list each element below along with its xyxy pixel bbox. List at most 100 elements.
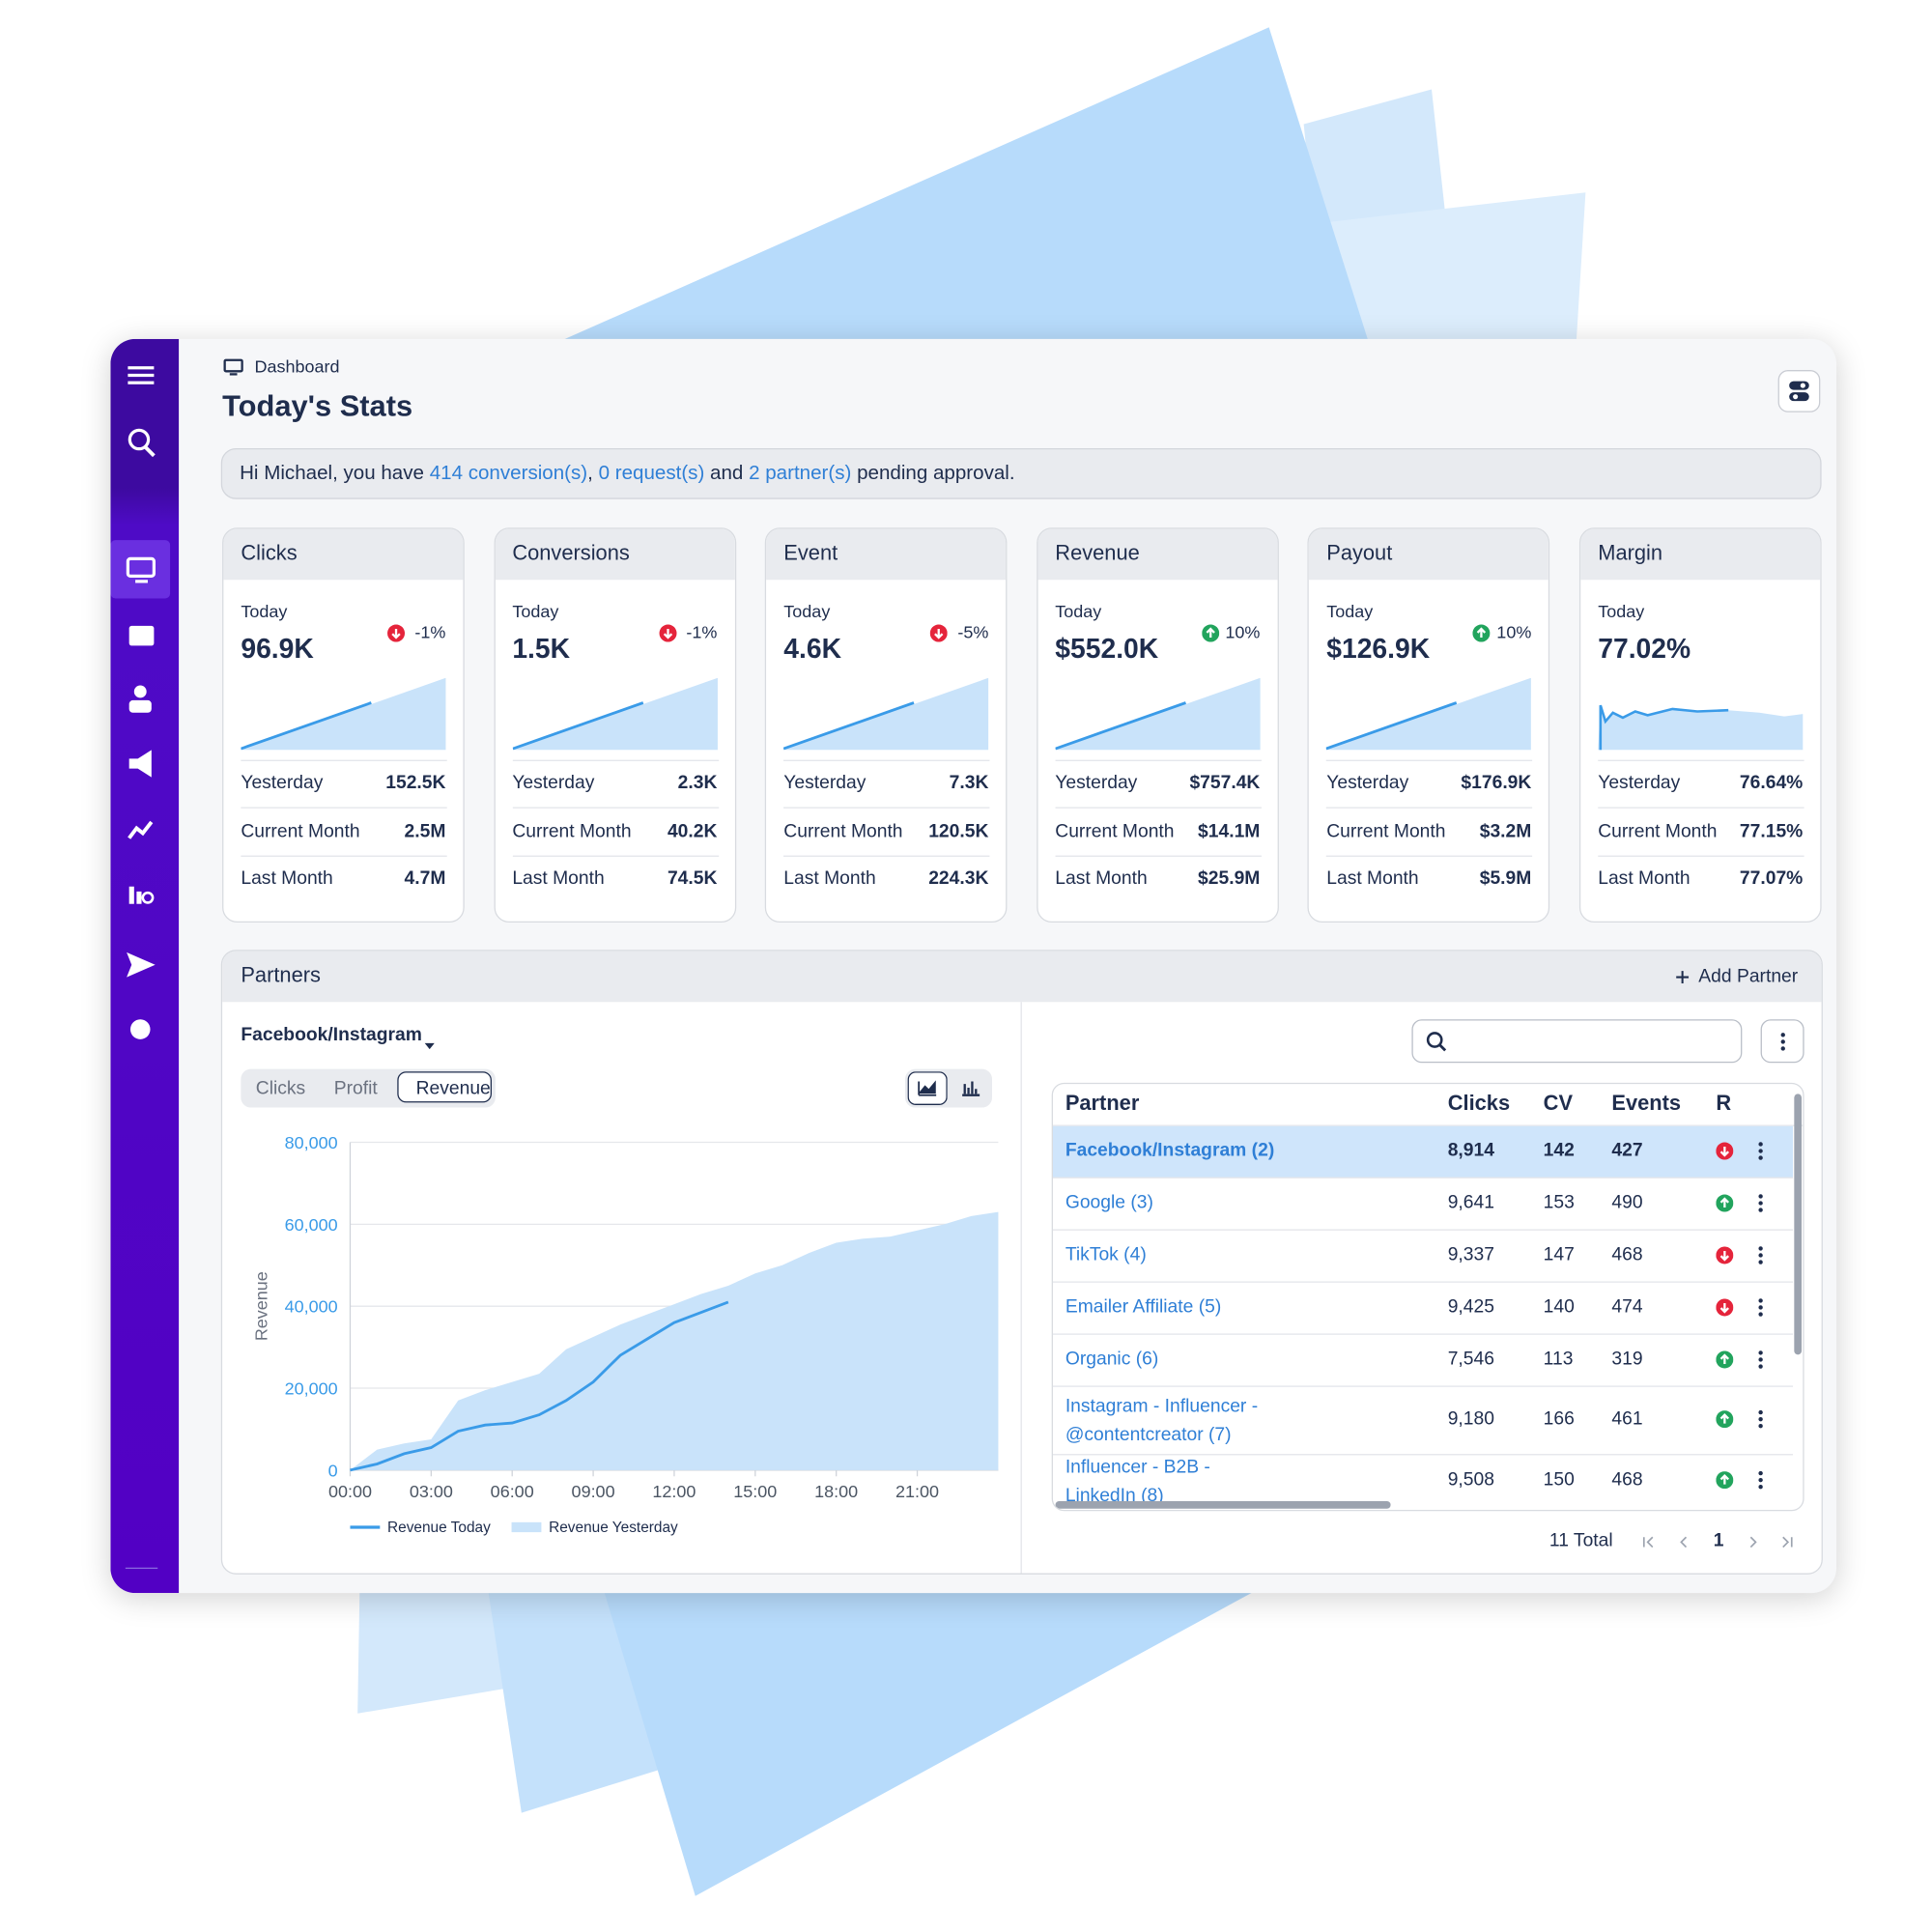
cell: 142 (1543, 1139, 1575, 1161)
panel-divider (1020, 1002, 1022, 1574)
partner-name[interactable]: Organic (6) (1065, 1348, 1159, 1370)
row-value: $757.4K (1189, 772, 1261, 793)
breadcrumb: Dashboard (254, 356, 340, 377)
row-value: $3.2M (1479, 820, 1532, 842)
y-tick-label: 20,000 (285, 1378, 338, 1398)
partner-dropdown[interactable]: Facebook/Instagram (241, 1024, 422, 1045)
notice-link[interactable]: 414 conversion(s) (429, 463, 588, 485)
divider (1598, 759, 1804, 761)
cell: 427 (1611, 1139, 1643, 1161)
row-menu[interactable] (1757, 1141, 1765, 1161)
partner-name[interactable]: Instagram - Influencer - @contentcreator… (1065, 1395, 1259, 1446)
column-header[interactable]: CV (1543, 1092, 1574, 1116)
trend-icon (1472, 624, 1491, 642)
cell: 9,337 (1447, 1243, 1494, 1265)
row-value: $176.9K (1461, 772, 1532, 793)
table-menu-button[interactable] (1760, 1019, 1804, 1064)
change-value: -5% (957, 622, 989, 642)
divider (783, 855, 990, 857)
divider (512, 759, 719, 761)
divider (512, 807, 719, 809)
partner-name[interactable]: Emailer Affiliate (5) (1065, 1295, 1222, 1318)
stat-card: Event Today 4.6K -5% Yesterday 7.3K Current Mo… (765, 527, 1008, 923)
partner-name[interactable]: Facebook/Instagram (2) (1065, 1139, 1275, 1161)
notice-link[interactable]: 2 partner(s) (749, 463, 852, 485)
notice-segment: pending approval. (851, 463, 1015, 485)
search-box[interactable] (1411, 1019, 1743, 1064)
partner-name[interactable]: Influencer - B2B - LinkedIn (8) (1065, 1456, 1210, 1507)
row-value: 77.15% (1739, 820, 1804, 842)
sparkline (1054, 677, 1261, 751)
row-label: Yesterday (512, 772, 595, 793)
card-title: Margin (1598, 541, 1663, 566)
row-menu[interactable] (1779, 1032, 1787, 1052)
legend-label: Revenue Today (387, 1520, 491, 1536)
x-tick-label: 06:00 (491, 1482, 534, 1501)
page-nav[interactable] (1678, 1533, 1690, 1548)
row-label: Last Month (1326, 867, 1419, 889)
page-nav[interactable] (1642, 1533, 1656, 1548)
column-header[interactable]: Partner (1065, 1092, 1140, 1116)
page-nav[interactable] (1747, 1533, 1759, 1548)
bar-chart-button[interactable] (952, 1071, 990, 1105)
change-value: -1% (414, 622, 446, 642)
x-tick-label: 09:00 (572, 1482, 615, 1501)
today-value: 4.6K (783, 633, 842, 666)
row-menu[interactable] (1757, 1470, 1765, 1491)
row-menu[interactable] (1757, 1350, 1765, 1370)
row-menu[interactable] (1757, 1193, 1765, 1213)
dropdown-caret[interactable] (424, 1033, 435, 1050)
row-value: 224.3K (928, 867, 989, 889)
row-label: Last Month (1598, 867, 1690, 889)
card-header (1580, 528, 1821, 581)
legend-label: Revenue Yesterday (549, 1520, 678, 1536)
notice-link[interactable]: 0 request(s) (598, 463, 705, 485)
row-menu[interactable] (1757, 1409, 1765, 1430)
partners-table: Partner Clicks CV Events R Facebook/Instagram… (1051, 1082, 1804, 1512)
row-divider (1052, 1454, 1794, 1456)
horizontal-scrollbar (1055, 1500, 1391, 1509)
row-label: Current Month (512, 820, 632, 842)
card-title: Clicks (241, 541, 298, 566)
change-value: 10% (1496, 622, 1532, 642)
settings-toggle[interactable] (1777, 370, 1821, 412)
card-header (1309, 528, 1549, 581)
card-header (495, 528, 735, 581)
column-header[interactable]: R (1716, 1092, 1732, 1116)
row-label: Current Month (1055, 820, 1175, 842)
add-icon[interactable] (1675, 969, 1690, 983)
sparkline (511, 677, 718, 751)
divider (512, 855, 719, 857)
partner-name[interactable]: Google (3) (1065, 1191, 1153, 1213)
page-nav[interactable] (1780, 1533, 1793, 1548)
notice-banner: Hi Michael, you have 414 conversion(s), … (220, 448, 1822, 499)
row-value: 152.5K (385, 772, 446, 793)
row-menu[interactable] (1757, 1245, 1765, 1265)
panel-title: Partners (241, 964, 321, 988)
area-chart-button[interactable] (907, 1071, 948, 1105)
bg-shape (1316, 192, 1586, 373)
row-label: Yesterday (1055, 772, 1138, 793)
divider (1055, 759, 1262, 761)
current-page[interactable]: 1 (1713, 1529, 1724, 1550)
sparkline (1598, 678, 1804, 751)
divider (241, 759, 447, 761)
metric-tab[interactable]: Profit (333, 1077, 378, 1099)
row-menu[interactable] (1757, 1297, 1765, 1318)
metric-tab[interactable]: Clicks (255, 1077, 306, 1099)
metric-tab[interactable]: Revenue (415, 1077, 491, 1099)
sparkline (240, 677, 446, 751)
divider (1326, 855, 1533, 857)
add-partner[interactable]: Add Partner (1698, 965, 1799, 987)
column-header[interactable]: Clicks (1447, 1092, 1511, 1116)
row-divider (1052, 1229, 1794, 1231)
today-value: 1.5K (512, 633, 571, 666)
partner-name[interactable]: TikTok (4) (1065, 1243, 1147, 1265)
divider (1598, 855, 1804, 857)
cell: 9,641 (1447, 1191, 1494, 1213)
today-label: Today (783, 601, 831, 622)
today-label: Today (1598, 601, 1645, 622)
area (350, 1211, 999, 1470)
column-header[interactable]: Events (1611, 1092, 1682, 1116)
